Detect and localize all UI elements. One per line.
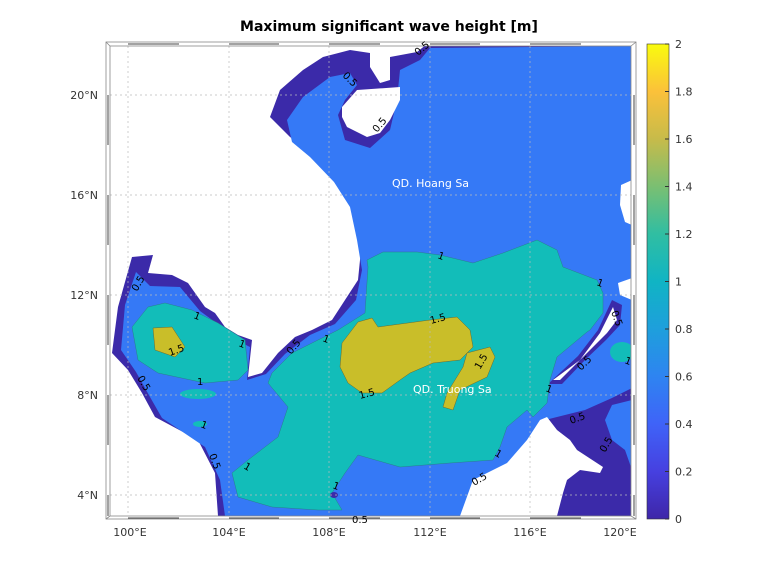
y-tick-label: 12°N (70, 289, 98, 302)
colorbar-tick-label: 1.6 (675, 133, 693, 146)
contour-label: 1 (242, 461, 253, 474)
colorbar-tick-label: 0.6 (675, 371, 693, 384)
colorbar-tick-label: 1.4 (675, 181, 693, 194)
land-mindoro (618, 278, 631, 300)
contour-label: 0.5 (568, 411, 587, 427)
y-tick-label: 4°N (77, 489, 98, 502)
map-title: Maximum significant wave height [m] (240, 19, 538, 35)
contour-label: 1 (595, 277, 605, 290)
colorbar-tick-label: 0.2 (675, 466, 693, 479)
contour-label: 0.5 (206, 452, 222, 471)
land-palawan (553, 307, 617, 380)
colorbar-tick-label: 0.8 (675, 323, 693, 336)
colorbar-tick-label: 0 (675, 513, 682, 526)
region-1-to-1.5-small (193, 421, 207, 427)
region-1-to-1.5-gulf-thailand (131, 302, 249, 384)
land-borneo (460, 417, 603, 516)
contour-label: 1 (436, 250, 446, 263)
contour-label: 0.5 (608, 309, 624, 328)
contour-label: 1 (197, 377, 203, 388)
region-below-0.5-palawan (548, 300, 622, 384)
colorbar-tick-label: 1.8 (675, 86, 693, 99)
contour-label: 1.5 (429, 312, 447, 327)
region-1-to-1.5-small (180, 389, 216, 399)
region-above-1.5-truong-sa (442, 346, 496, 411)
contour-label: 1.5 (358, 387, 376, 402)
place-label-truong-sa: QD. Truong Sa (413, 383, 492, 396)
colorbar-tick-label: 2 (675, 38, 682, 51)
contour-label: 1.5 (167, 343, 186, 359)
contour-label: 1 (237, 338, 247, 351)
contour-label: 0.5 (352, 515, 368, 526)
y-tick-label: 20°N (70, 89, 98, 102)
place-label-hoang-sa: QD. Hoang Sa (392, 177, 469, 190)
contour-label: 1 (331, 480, 341, 493)
colorbar: 0 0.2 0.4 0.6 0.8 1 1.2 1.4 1.6 1.8 2 (646, 38, 693, 526)
contour-label: 1 (192, 310, 202, 323)
colorbar-tick-label: 1 (675, 276, 682, 289)
y-axis-labels: 20°N 16°N 12°N 8°N 4°N (70, 89, 98, 502)
region-1-to-1.5 (231, 239, 604, 511)
region-below-0.5-spot (330, 492, 338, 498)
x-tick-label: 100°E (113, 526, 146, 539)
x-tick-label: 112°E (413, 526, 446, 539)
x-axis-labels: 100°E 104°E 108°E 112°E 116°E 120°E (113, 526, 636, 539)
frame-scale-bars (107, 43, 635, 519)
region-1-to-1.5-east (610, 342, 631, 362)
contour-label: 1 (493, 448, 504, 461)
graticule (110, 46, 631, 516)
x-tick-label: 116°E (513, 526, 546, 539)
y-tick-label: 16°N (70, 189, 98, 202)
contour-label: 1 (623, 355, 633, 368)
land-hainan (342, 87, 400, 137)
y-tick-label: 8°N (77, 389, 98, 402)
land-luzon (620, 180, 631, 225)
x-tick-label: 120°E (603, 526, 636, 539)
map-frame (105, 41, 637, 520)
contour-label: 1 (199, 419, 209, 432)
map-fill-layer (112, 46, 631, 516)
region-below-0.5-southeast (545, 388, 631, 516)
colorbar-tick-label: 0.4 (675, 418, 693, 431)
x-tick-label: 104°E (212, 526, 245, 539)
x-tick-label: 108°E (312, 526, 345, 539)
colorbar-ticks: 0 0.2 0.4 0.6 0.8 1 1.2 1.4 1.6 1.8 2 (665, 38, 693, 526)
contour-label: 1 (321, 333, 331, 346)
colorbar-tick-label: 1.2 (675, 228, 693, 241)
contour-label: 1 (544, 383, 554, 396)
region-above-1.5-central (339, 316, 474, 394)
region-above-1.5-gulf-thailand (152, 326, 186, 358)
